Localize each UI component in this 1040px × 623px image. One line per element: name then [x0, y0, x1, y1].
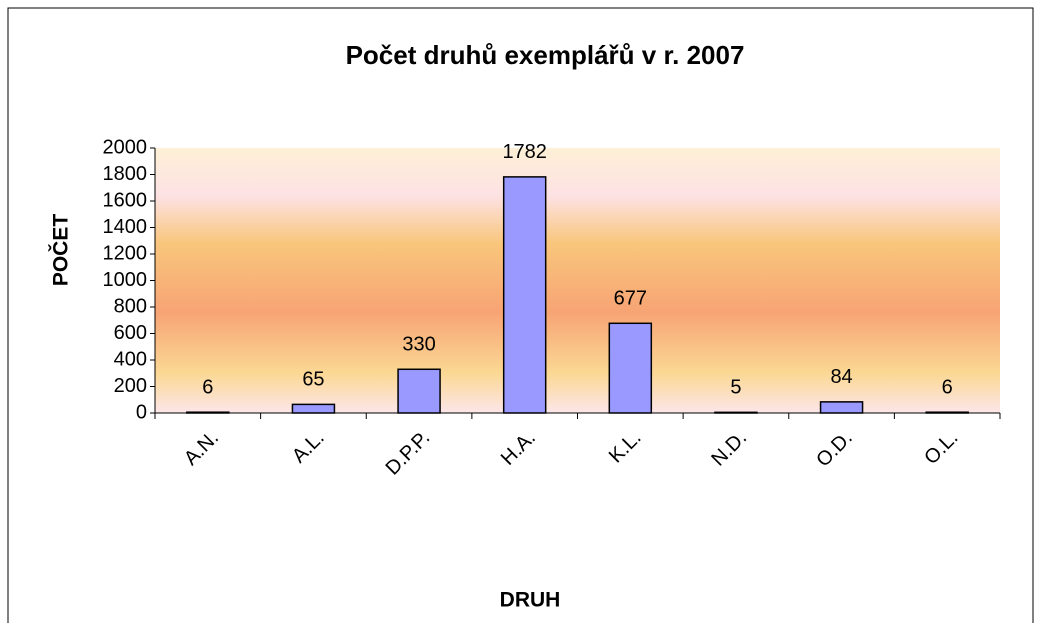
x-tick-label: N.D. [707, 427, 751, 471]
data-label: 65 [302, 369, 324, 391]
bar [502, 176, 547, 414]
y-tick-label: 0 [136, 401, 147, 423]
chart-title: Počet druhů exemplářů v r. 2007 [346, 40, 745, 70]
data-label: 5 [730, 377, 741, 399]
bar [819, 401, 864, 414]
bar [397, 368, 441, 414]
bar [714, 411, 758, 414]
bar [925, 411, 969, 414]
y-tick-label: 400 [114, 348, 147, 370]
x-tick-label: D.P.P. [382, 427, 435, 480]
data-label: 6 [202, 376, 213, 398]
y-tick-label: 1400 [103, 216, 148, 238]
y-tick-label: 200 [114, 375, 147, 397]
y-tick-label: 1600 [103, 189, 148, 211]
data-label: 330 [402, 334, 435, 356]
x-tick-label: O.L. [920, 427, 962, 469]
y-tick-label: 1200 [103, 242, 148, 264]
x-tick-label: K.L. [605, 427, 646, 468]
plot-area [155, 148, 1000, 413]
data-label: 1782 [502, 141, 547, 163]
y-tick-label: 1000 [103, 269, 148, 291]
x-axis-title: DRUH [500, 589, 561, 612]
bar [186, 411, 230, 414]
x-tick-label: H.A. [497, 427, 540, 470]
data-label: 6 [942, 376, 953, 398]
y-axis-title: POČET [49, 214, 73, 287]
x-tick-label: A.L. [288, 427, 329, 468]
y-tick-label: 1800 [103, 163, 148, 185]
x-tick-label: A.N. [180, 427, 223, 470]
bar [291, 403, 336, 414]
bar [608, 322, 653, 414]
frame [7, 7, 1034, 623]
data-label: 84 [830, 366, 852, 388]
y-tick-label: 800 [114, 295, 147, 317]
x-tick-label: O.D. [812, 427, 857, 472]
y-tick-label: 600 [114, 322, 147, 344]
y-tick-label: 2000 [103, 136, 148, 158]
data-label: 677 [614, 288, 647, 310]
